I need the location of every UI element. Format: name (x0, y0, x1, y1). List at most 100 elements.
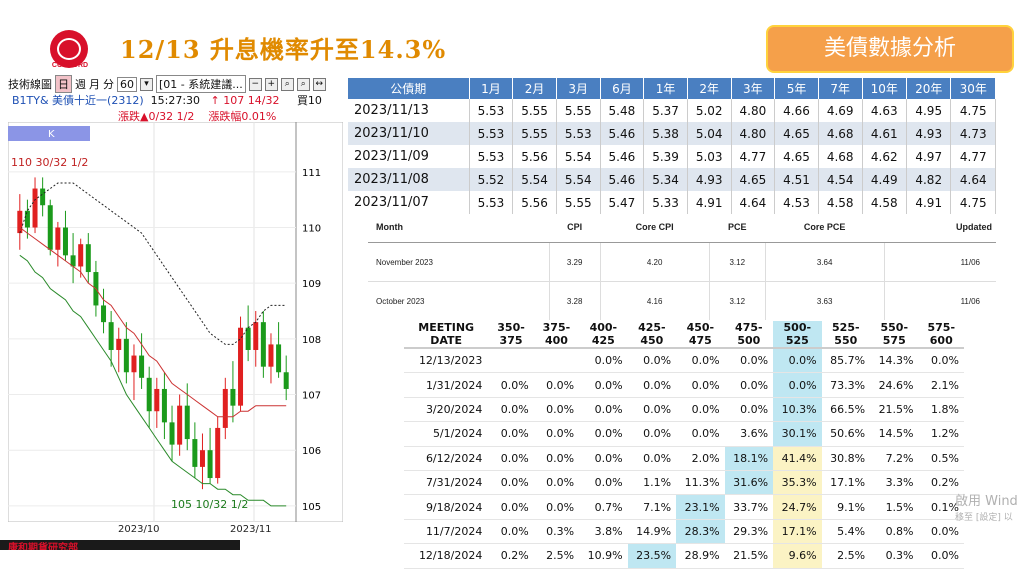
quote-row: B1TY& 美債十近一(2312) 15:27:30 ↑ 107 14/32 買… (12, 92, 322, 108)
change-label: 漲跌▲0/32 1/2 (118, 110, 195, 123)
yield-cell: 4.51 (774, 168, 819, 191)
yield-header: 30年 (950, 78, 996, 99)
yield-cell: 4.93 (906, 122, 952, 145)
yield-cell: 5.53 (469, 99, 514, 122)
fed-cell: 2.5% (821, 543, 871, 569)
yield-cell: 4.58 (862, 191, 907, 214)
fed-probability-table: MEETING DATE 350-375 375-400 400-425 425-450… (404, 321, 964, 569)
fed-cell: 0.0% (533, 421, 580, 447)
yield-cell: 4.75 (950, 99, 996, 122)
interval-select[interactable]: 60 (117, 76, 137, 92)
candle (154, 377, 160, 428)
fed-cell: 0.0% (488, 397, 534, 423)
pan-icon[interactable]: ↔ (312, 77, 326, 91)
minus-icon[interactable]: − (248, 77, 262, 91)
yield-header: 2月 (512, 78, 557, 99)
fed-cell: 0.0% (579, 372, 628, 398)
candle (101, 288, 107, 334)
yield-cell: 5.48 (600, 99, 645, 122)
fed-cell: 10.3% (773, 397, 822, 423)
fed-cell: 31.6% (724, 470, 774, 496)
k-tab[interactable]: K (48, 129, 55, 140)
fed-cell: 0.8% (870, 519, 919, 545)
yield-header: 公債期 (348, 78, 470, 99)
yield-date: 2023/11/10 (348, 122, 470, 145)
fed-date: 9/18/2024 (404, 494, 489, 520)
yield-cell: 5.55 (556, 191, 601, 214)
yield-row: 2023/11/07 5.53 5.56 5.55 5.47 5.33 4.91 4.64 4.… (348, 191, 996, 214)
fed-date: 12/18/2024 (404, 543, 489, 569)
yield-cell: 5.33 (643, 191, 688, 214)
candle (108, 311, 114, 367)
candle (192, 422, 198, 479)
yield-cell: 4.80 (731, 122, 776, 145)
system-menu-select[interactable]: [01 - 系統建議... (156, 75, 246, 93)
fed-cell: 0.0% (579, 397, 628, 423)
yield-cell: 5.55 (512, 99, 557, 122)
yield-cell: 4.69 (818, 99, 863, 122)
period-minute-button[interactable]: 分 (103, 78, 114, 91)
period-week-button[interactable]: 週 (75, 78, 86, 91)
fed-cell: 50.6% (821, 421, 871, 447)
fed-cell: 28.9% (676, 543, 725, 569)
fed-row: 11/7/2024 0.0% 0.3% 3.8% 14.9% 28.3% 29.3% 17.1… (404, 519, 964, 545)
fed-cell: 0.0% (773, 348, 822, 374)
yield-header: 3月 (556, 78, 601, 99)
yield-cell: 4.80 (731, 99, 776, 122)
inflation-header: Month (368, 212, 550, 243)
yield-cell: 4.95 (906, 99, 952, 122)
period-month-button[interactable]: 月 (89, 78, 100, 91)
yield-cell: 4.77 (950, 145, 996, 168)
treasury-yields-table: 公債期 1月 2月 3月 6月 1年 2年 3年 5年 7年 10年 20年 30年 2023/11/1… (348, 78, 996, 214)
yield-cell: 4.68 (818, 122, 863, 145)
fed-cell: 1.1% (627, 470, 677, 496)
quote-price: ↑ 107 14/32 (210, 94, 280, 107)
zoom-in-icon[interactable]: ⌕ (280, 77, 294, 91)
zoom-out-icon[interactable]: ⌕ (296, 77, 310, 91)
fed-cell: 0.0% (488, 421, 534, 447)
dropdown-icon[interactable]: ▾ (140, 77, 153, 91)
fed-header: 350-375 (488, 321, 534, 349)
yield-cell: 5.02 (687, 99, 732, 122)
period-day-button[interactable]: 日 (55, 75, 72, 93)
candlestick-chart[interactable]: K 111 110 109 108 107 106 105 110 30/32 1/2 10… (7, 121, 344, 535)
fed-cell: 0.0% (579, 348, 628, 374)
fed-cell: 1.2% (918, 421, 964, 447)
yield-cell: 4.93 (687, 168, 732, 191)
fed-cell: 33.7% (724, 494, 774, 520)
fed-row: 12/13/2023 0.0% 0.0% 0.0% 0.0% 0.0% 85.7% 14.3%… (404, 348, 964, 374)
candle (230, 361, 236, 423)
logo-globe-icon (57, 38, 81, 60)
yield-header: 2年 (687, 78, 732, 99)
fed-cell: 28.3% (676, 519, 725, 545)
candle (276, 322, 282, 378)
yield-cell: 5.55 (512, 122, 557, 145)
yield-cell: 5.03 (687, 145, 732, 168)
k-tab-bg[interactable] (8, 126, 90, 141)
candle (146, 366, 152, 428)
fed-cell: 0.7% (579, 494, 628, 520)
y-tick-label: 105 (302, 502, 321, 513)
candle (177, 394, 183, 456)
yield-cell: 5.53 (469, 191, 514, 214)
yield-row: 2023/11/13 5.53 5.55 5.55 5.48 5.37 5.02 4.80 4.… (348, 99, 996, 122)
plus-icon[interactable]: + (264, 77, 278, 91)
yield-cell: 4.68 (818, 145, 863, 168)
yield-date: 2023/11/07 (348, 191, 470, 214)
fed-cell: 0.0% (676, 397, 725, 423)
yield-cell: 5.52 (469, 168, 514, 191)
chart-toolbar: 技術線圖 日 週 月 分 60 ▾ [01 - 系統建議... − + ⌕ ⌕ … (8, 75, 343, 93)
x-tick-label: 2023/10 (118, 524, 160, 535)
candle (139, 333, 145, 389)
candle (253, 311, 259, 367)
inflation-cell: November 2023 (368, 242, 550, 282)
y-tick-label: 109 (302, 279, 321, 290)
bid-label: 買10 (296, 94, 322, 107)
fed-cell: 0.0% (724, 397, 774, 423)
y-tick-label: 110 (302, 224, 321, 235)
yield-cell: 4.91 (687, 191, 732, 214)
fed-cell: 14.3% (870, 348, 919, 374)
inflation-header: Core CPI (600, 212, 710, 243)
yield-cell: 5.53 (469, 122, 514, 145)
fed-cell: 85.7% (821, 348, 871, 374)
